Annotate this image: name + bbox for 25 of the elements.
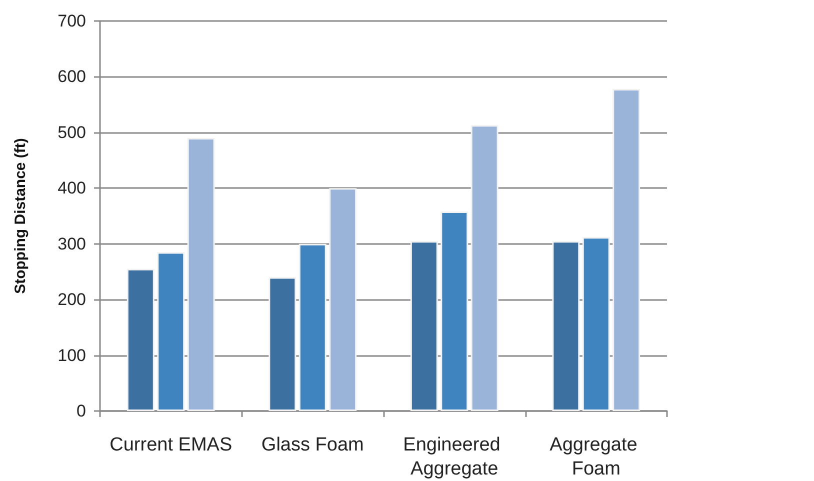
bar: [126, 268, 154, 411]
y-tick-label: 400: [58, 178, 86, 198]
y-tick-label: 600: [58, 67, 86, 86]
y-tick-label: 0: [76, 402, 86, 420]
bar: [187, 138, 215, 411]
bar: [268, 277, 296, 411]
x-tick-label: Glass Foam: [261, 434, 364, 456]
y-axis-title: Stopping Distance (ft): [12, 138, 29, 294]
bar: [410, 241, 438, 411]
y-tick-label: 300: [58, 234, 86, 254]
x-tick-label: Current EMAS: [110, 434, 232, 456]
bar: [612, 88, 640, 411]
y-tick-label: 100: [58, 346, 86, 365]
x-tick-label: Aggregate Foam: [550, 434, 643, 480]
bar: [298, 244, 326, 411]
bar: [470, 125, 498, 411]
x-tick-label: Engineered Aggregate: [403, 434, 506, 480]
y-tick-label: 200: [58, 290, 86, 310]
y-tick-label: 700: [58, 12, 86, 30]
bar: [440, 212, 468, 411]
bar: [552, 241, 580, 411]
bar: [329, 188, 357, 411]
bar: [582, 237, 610, 411]
y-tick-label: 500: [58, 122, 86, 142]
bar: [157, 252, 185, 411]
